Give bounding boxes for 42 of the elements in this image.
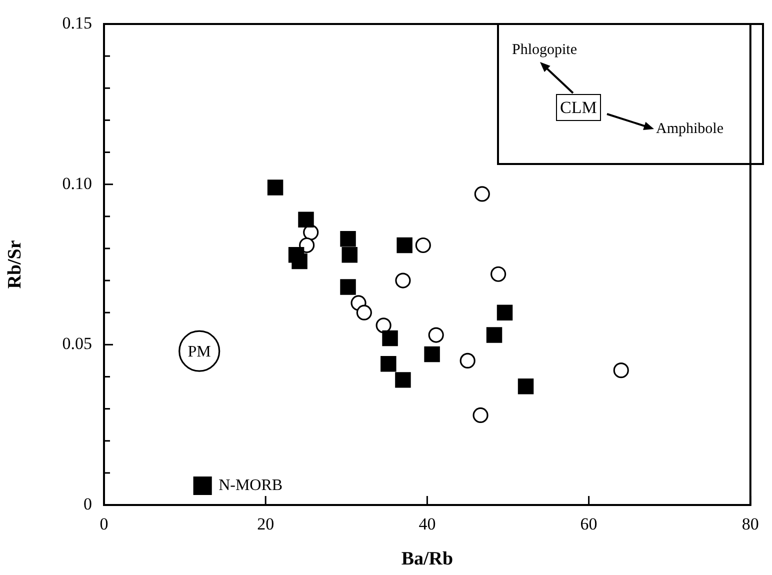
point: [496, 304, 513, 320]
point: [342, 247, 358, 263]
x-tick-label: 20: [257, 514, 274, 534]
point: [382, 330, 398, 346]
x-tick-label: 0: [100, 514, 108, 534]
point: [299, 237, 315, 254]
point: [395, 272, 411, 288]
point: [613, 362, 629, 378]
point: [395, 372, 411, 388]
series-label: N-MORB: [218, 476, 283, 494]
y-axis-title: Rb/Sr: [4, 240, 26, 289]
point: [428, 327, 444, 343]
x-tick-label: 80: [742, 514, 759, 534]
y-tick-label: 0: [84, 494, 92, 514]
point: [460, 352, 476, 368]
point: [415, 237, 431, 254]
annotation: Phlogopite: [512, 42, 578, 58]
point: [396, 237, 412, 254]
point: [298, 212, 314, 228]
annotation: Amphibole: [656, 121, 724, 137]
point: [518, 378, 534, 394]
point: [340, 279, 356, 295]
x-tick-label: 40: [418, 514, 436, 534]
point: [292, 253, 308, 270]
point: [424, 346, 440, 362]
y-tick-label: 0.05: [62, 334, 92, 354]
point: [340, 230, 356, 247]
point: [376, 318, 392, 334]
x-axis-title: Ba/Rb: [401, 548, 454, 570]
point: [474, 186, 490, 202]
annotation: CLM: [556, 94, 601, 121]
y-tick-label: 0.15: [62, 13, 92, 32]
point: [490, 266, 506, 282]
y-tick-label: 0.10: [62, 174, 92, 193]
point: [356, 304, 372, 320]
point: [193, 476, 212, 496]
x-tick-label: 60: [580, 514, 598, 534]
series-label: PM: [188, 343, 211, 360]
point: [486, 327, 502, 343]
point: [380, 356, 396, 372]
point: [472, 407, 488, 424]
point: [267, 180, 284, 196]
